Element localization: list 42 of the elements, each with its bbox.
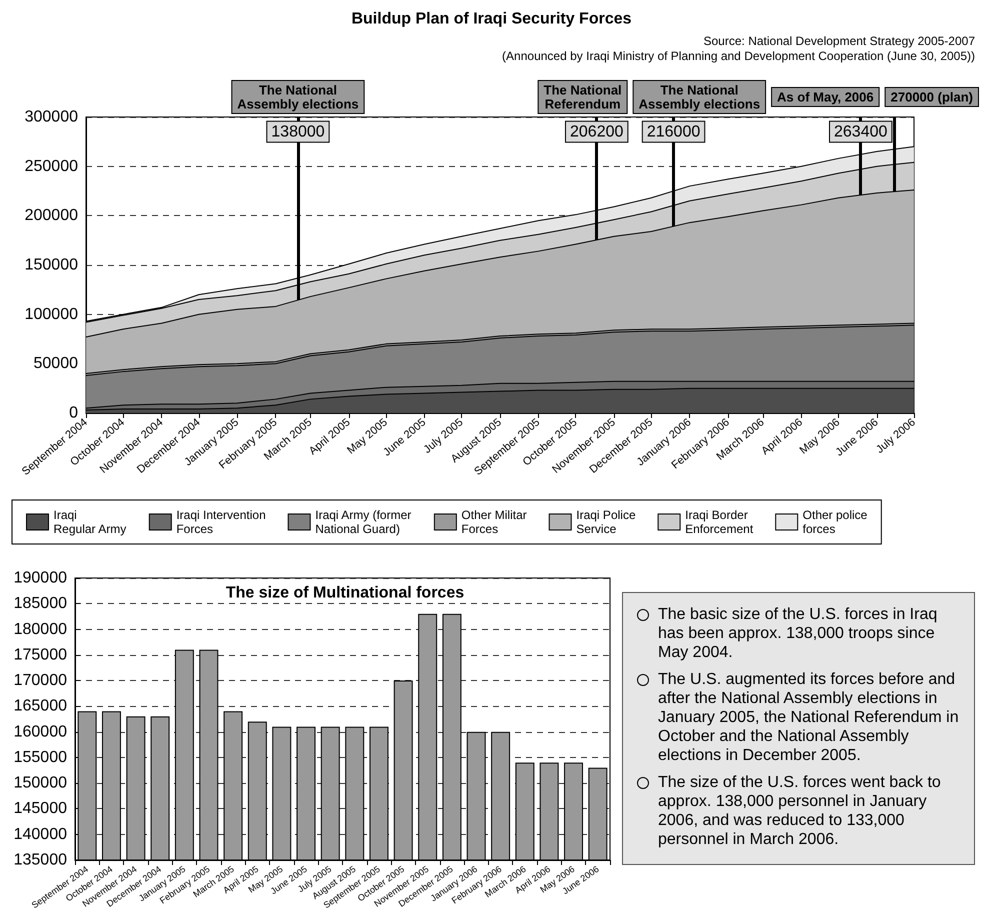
chart-title: The size of Multinational forces: [226, 584, 464, 602]
text: The size of the U.S. forces went back to approx. 138,000 personnel in January 2006, and was reduced to 133,000 personnel in March 2006.: [658, 773, 942, 849]
legend-label: Iraqi Intervention Forces: [176, 508, 266, 536]
y-tick-label: 150000: [24, 256, 78, 274]
y-tick-label: 190000: [14, 570, 68, 586]
ref-line-label: The National Assembly elections: [638, 82, 760, 112]
ref-line-label: As of May, 2006: [777, 90, 874, 104]
y-tick-label: 155000: [14, 748, 68, 766]
y-tick-label: 100000: [24, 306, 78, 323]
legend-label: Iraqi Police Service: [576, 508, 636, 536]
y-tick-label: 150000: [14, 774, 68, 792]
ref-line-label: The National Referendum: [544, 82, 622, 112]
y-tick-label: 135000: [14, 852, 68, 868]
text: (Announced by Iraqi Ministry of Planning and Development Cooperation (June 30, 2005)): [502, 49, 976, 63]
y-tick-label: 200000: [24, 207, 78, 224]
y-tick-label: 170000: [14, 672, 68, 690]
annotation: 263400: [834, 123, 888, 140]
y-tick-label: 145000: [14, 800, 68, 818]
y-tick-label: 175000: [14, 646, 68, 664]
y-tick-label: 165000: [14, 698, 68, 715]
source-note: Source: National Development Strategy 2005-2007: [704, 34, 976, 48]
legend-label: Iraqi Regular Army: [54, 508, 126, 536]
y-tick-label: 250000: [24, 158, 78, 175]
annotation: 206200: [570, 123, 624, 140]
legend-label: Iraqi Border Enforcement: [685, 508, 754, 536]
y-tick-label: 140000: [14, 826, 68, 843]
ref-line-label: 270000 (plan): [890, 90, 973, 104]
y-tick-label: 160000: [14, 723, 68, 740]
chart-title: Buildup Plan of Iraqi Security Forces: [351, 10, 632, 28]
text: The basic size of the U.S. forces in Iraq has been approx. 138,000 troops since May 2004.: [658, 605, 938, 662]
annotation: 138000: [271, 123, 325, 140]
y-tick-label: 300000: [24, 108, 78, 126]
y-tick-label: 180000: [14, 620, 68, 638]
annotation: 216000: [646, 123, 700, 140]
legend-label: Iraqi Army (former National Guard): [315, 508, 412, 536]
y-tick-label: 185000: [14, 595, 68, 612]
legend-label: Other Militar Forces: [461, 508, 527, 536]
y-tick-label: 0: [69, 404, 78, 422]
legend-label: Other police forces: [802, 508, 868, 536]
ref-line-label: The National Assembly elections: [237, 82, 359, 112]
y-tick-label: 50000: [34, 355, 78, 372]
text: The U.S. augmented its forces before and after the National Assembly elections in January 2005, the National Referendum in October and the National Assembly elections in December 2005.: [658, 670, 960, 765]
